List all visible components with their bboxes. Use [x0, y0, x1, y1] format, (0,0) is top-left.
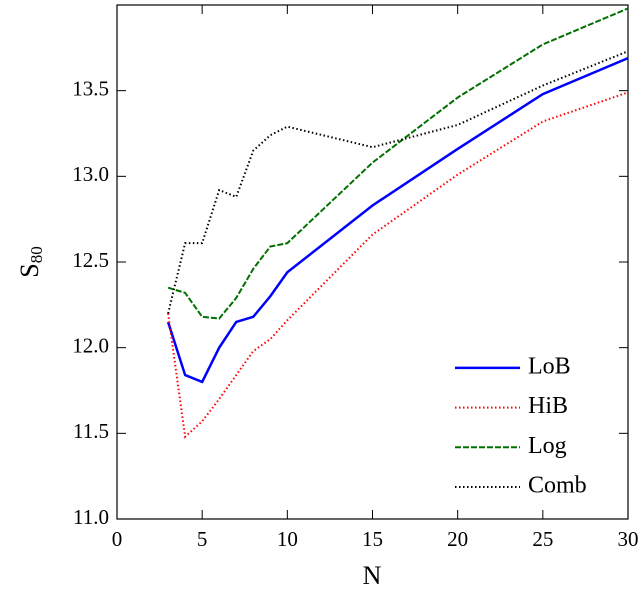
y-tick-label: 12.5 — [72, 248, 109, 272]
x-tick-label: 5 — [197, 527, 208, 551]
series-line — [166, 56, 629, 384]
x-tick-label: 30 — [618, 527, 639, 551]
x-tick-label: 15 — [362, 527, 383, 551]
y-tick-label: 13.0 — [72, 162, 109, 186]
series-line — [167, 50, 629, 314]
legend-label: HiB — [528, 393, 568, 419]
y-tick-label: 13.5 — [72, 76, 109, 100]
y-axis-label: S80 — [15, 246, 46, 277]
x-axis-label: N — [363, 561, 382, 590]
legend-label: Log — [528, 433, 567, 459]
x-tick-label: 20 — [447, 527, 468, 551]
x-tick-label: 0 — [112, 527, 123, 551]
y-axis-label-subscript: 80 — [27, 246, 46, 263]
y-tick-label: 11.0 — [73, 505, 109, 529]
legend-label: Comb — [528, 473, 587, 499]
x-tick-label: 10 — [277, 527, 298, 551]
y-axis-label-main: S — [15, 263, 44, 277]
series-line — [167, 91, 629, 439]
y-tick-label: 11.5 — [73, 419, 109, 443]
y-tick-label: 12.0 — [72, 333, 109, 357]
x-tick-label: 25 — [532, 527, 553, 551]
series-line — [167, 7, 629, 320]
legend-label: LoB — [528, 353, 571, 379]
